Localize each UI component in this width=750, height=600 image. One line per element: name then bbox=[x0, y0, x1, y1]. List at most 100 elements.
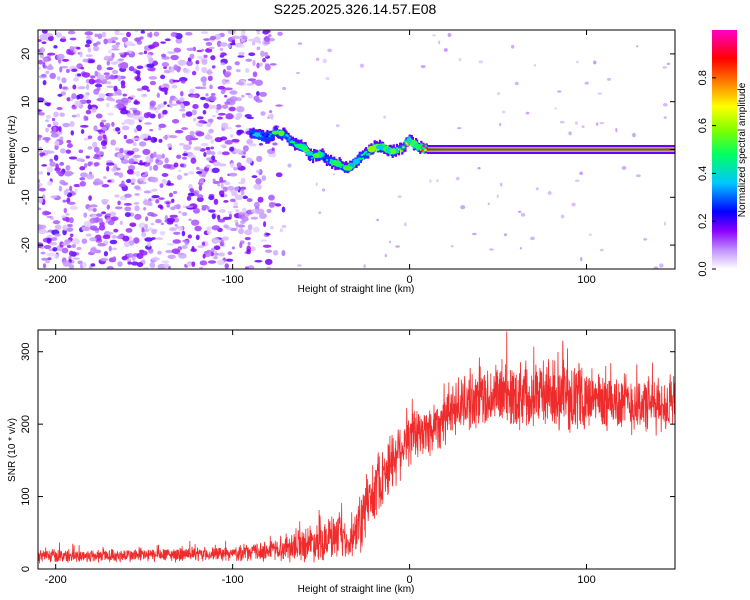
noise-blob bbox=[219, 209, 226, 213]
noise-dot bbox=[580, 257, 583, 262]
track-core bbox=[310, 157, 314, 160]
noise-blob bbox=[151, 257, 160, 261]
noise-blob bbox=[274, 203, 282, 207]
noise-blob bbox=[210, 105, 218, 109]
noise-blob bbox=[227, 210, 233, 214]
noise-blob bbox=[201, 66, 208, 73]
noise-blob bbox=[158, 138, 163, 143]
noise-blob bbox=[139, 133, 145, 140]
noise-blob bbox=[181, 113, 186, 118]
noise-blob bbox=[66, 68, 70, 74]
noise-blob bbox=[195, 60, 200, 65]
noise-blob bbox=[105, 213, 112, 217]
noise-dot bbox=[258, 40, 261, 45]
noise-blob bbox=[252, 59, 256, 67]
noise-dot bbox=[251, 41, 256, 46]
noise-blob bbox=[227, 30, 236, 35]
noise-blob bbox=[52, 126, 57, 132]
noise-blob bbox=[206, 121, 212, 128]
noise-dot bbox=[597, 92, 603, 95]
noise-dot bbox=[559, 120, 565, 124]
noise-blob bbox=[227, 126, 232, 130]
noise-blob bbox=[93, 45, 100, 52]
noise-blob bbox=[228, 106, 236, 112]
noise-blob bbox=[44, 119, 49, 122]
noise-blob bbox=[73, 49, 78, 53]
noise-blob bbox=[117, 200, 121, 206]
noise-blob bbox=[203, 54, 208, 59]
noise-blob bbox=[100, 140, 108, 147]
noise-dot bbox=[584, 81, 590, 85]
snr-y-ticks: 0 100 200 300 bbox=[20, 343, 675, 572]
noise-blob bbox=[71, 93, 77, 100]
noise-dot bbox=[568, 131, 572, 136]
y-tick-label: 0 bbox=[20, 566, 32, 572]
noise-blob bbox=[281, 249, 286, 257]
noise-blob bbox=[185, 205, 194, 208]
noise-blob bbox=[186, 195, 192, 201]
noise-dot bbox=[517, 210, 521, 213]
noise-blob bbox=[111, 69, 119, 75]
noise-blob bbox=[53, 154, 59, 161]
noise-blob bbox=[149, 80, 156, 86]
noise-blob bbox=[157, 113, 161, 120]
noise-blob bbox=[164, 38, 171, 42]
noise-blob bbox=[229, 96, 238, 102]
noise-blob bbox=[56, 76, 61, 81]
noise-blob bbox=[52, 121, 59, 126]
noise-blob bbox=[217, 214, 221, 221]
noise-blob bbox=[87, 47, 92, 53]
noise-blob bbox=[176, 154, 182, 159]
noise-blob bbox=[129, 95, 136, 98]
noise-blob bbox=[229, 146, 235, 152]
noise-blob bbox=[52, 220, 61, 225]
x-tick-label: 100 bbox=[577, 574, 595, 586]
noise-blob bbox=[219, 47, 224, 52]
noise-blob bbox=[134, 205, 140, 212]
noise-blob bbox=[146, 63, 155, 68]
noise-blob bbox=[96, 181, 104, 185]
noise-blob bbox=[190, 248, 197, 253]
noise-blob bbox=[133, 202, 140, 205]
colorbar: 0.0 0.2 0.4 0.6 0.8 Normalized spectral ampl… bbox=[697, 30, 748, 277]
noise-blob bbox=[229, 42, 236, 46]
noise-blob bbox=[221, 104, 229, 109]
track-core bbox=[270, 135, 273, 138]
noise-dot bbox=[599, 248, 604, 252]
noise-blob bbox=[88, 59, 95, 64]
y-tick-label: 0 bbox=[20, 146, 32, 152]
noise-blob bbox=[179, 108, 186, 112]
noise-blob bbox=[171, 103, 179, 107]
track-clump bbox=[271, 130, 279, 135]
track-core bbox=[322, 155, 325, 158]
noise-dot bbox=[496, 194, 499, 198]
noise-blob bbox=[122, 235, 130, 242]
noise-blob bbox=[146, 54, 152, 59]
noise-blob bbox=[149, 165, 153, 171]
noise-blob bbox=[101, 145, 107, 150]
noise-blob bbox=[66, 244, 72, 248]
noise-blob bbox=[46, 252, 55, 257]
noise-blob bbox=[201, 59, 208, 65]
track-core bbox=[266, 135, 269, 138]
noise-blob bbox=[89, 217, 97, 224]
noise-blob bbox=[50, 195, 58, 199]
track-core bbox=[372, 143, 375, 146]
noise-blob bbox=[191, 261, 196, 267]
noise-dot bbox=[384, 253, 388, 258]
noise-blob bbox=[208, 209, 216, 213]
noise-blob bbox=[117, 58, 125, 61]
noise-blob bbox=[210, 247, 215, 253]
noise-blob bbox=[149, 31, 153, 38]
colorbar-tick-label: 0.0 bbox=[697, 261, 709, 276]
noise-blob bbox=[113, 85, 118, 92]
noise-blob bbox=[158, 123, 166, 129]
track-core bbox=[423, 145, 426, 148]
noise-blob bbox=[72, 104, 76, 108]
noise-blob bbox=[170, 54, 179, 61]
noise-blob bbox=[166, 242, 175, 246]
noise-blob bbox=[142, 148, 151, 155]
noise-blob bbox=[69, 120, 75, 128]
noise-blob bbox=[38, 97, 45, 103]
noise-blob bbox=[181, 230, 186, 237]
